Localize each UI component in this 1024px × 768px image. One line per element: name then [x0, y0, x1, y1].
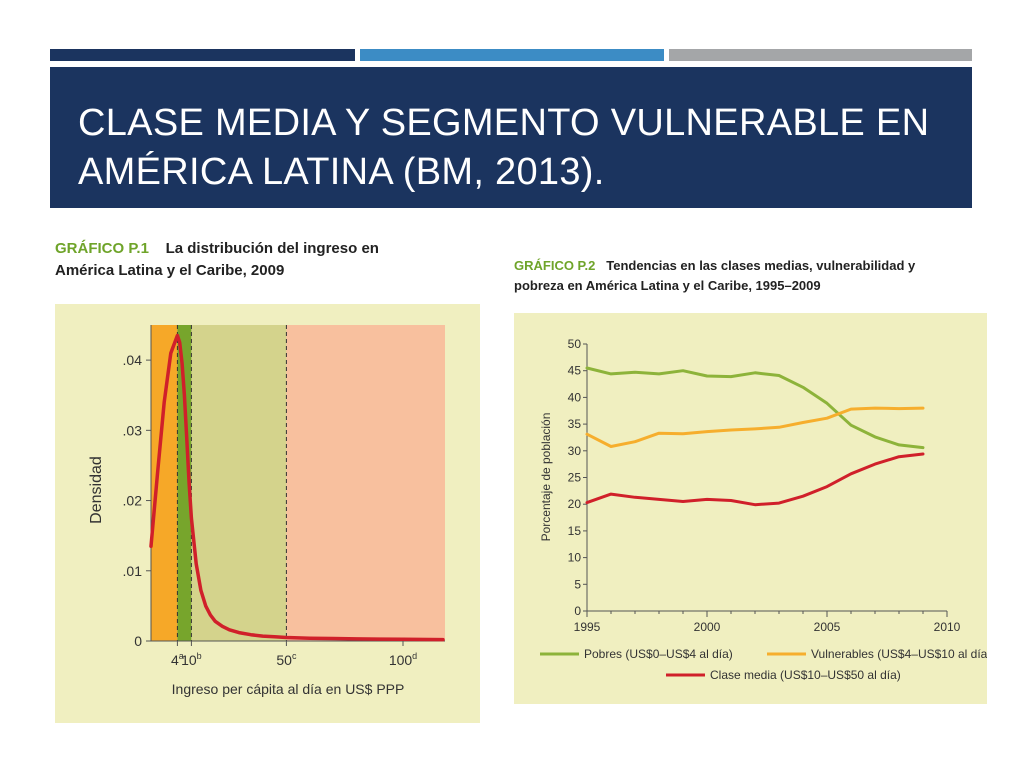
chart2-panel-bg — [514, 313, 987, 704]
chart1-ytick-label: .02 — [123, 493, 143, 509]
accent-bar-blue — [360, 49, 664, 61]
chart2-caption-line-1: GRÁFICO P.2 Tendencias en las clases med… — [514, 258, 915, 273]
chart1-ytick-label: .04 — [123, 352, 143, 368]
slide-title-line-1: CLASE MEDIA Y SEGMENTO VULNERABLE EN — [78, 102, 930, 144]
accent-bar-gray — [669, 49, 972, 61]
chart2-xtick-label: 2000 — [694, 620, 721, 634]
chart2-ytick-label: 30 — [568, 444, 582, 458]
chart1-title-1: La distribución del ingreso en — [165, 240, 379, 257]
chart2-xtick-label: 1995 — [574, 620, 601, 634]
chart2-svg: 0 5 10 15 20 25 30 35 40 45 50 1995 2000 2005 2010 Porc… — [514, 313, 991, 704]
chart2-ytick-label: 15 — [568, 524, 582, 538]
chart2-ytick-label: 5 — [574, 577, 581, 591]
chart1-y-axis-label: Densidad — [88, 456, 105, 524]
chart2-ytick-label: 45 — [568, 364, 582, 378]
chart2-ytick-label: 10 — [568, 551, 582, 565]
chart1-label: GRÁFICO P.1 — [55, 240, 149, 257]
chart2-series-line-1 — [585, 406, 925, 448]
chart2-legend-label: Pobres (US$0–US$4 al día) — [584, 647, 733, 661]
chart1-band-1 — [177, 325, 192, 641]
chart1-xtick-label: 50c — [276, 651, 297, 668]
chart1-title-2: América Latina y el Caribe, 2009 — [55, 262, 285, 279]
chart1-band-2 — [191, 325, 287, 641]
chart2-xtick-label: 2005 — [814, 620, 841, 634]
chart2-label: GRÁFICO P.2 — [514, 258, 596, 273]
slide-title-line-2: AMÉRICA LATINA (BM, 2013). — [78, 151, 605, 193]
chart2-ytick-label: 35 — [568, 417, 582, 431]
chart1-ytick-label: .01 — [123, 563, 143, 579]
chart1-xtick-label: 10b — [181, 651, 202, 668]
chart2-legend-label: Vulnerables (US$4–US$10 al día) — [811, 647, 987, 661]
chart1-band-3 — [286, 325, 445, 641]
chart1-xtick-superscript: c — [292, 651, 297, 661]
chart1-x-axis-label: Ingreso per cápita al día en US$ PPP — [172, 681, 405, 697]
chart2-ytick-label: 0 — [574, 604, 581, 618]
chart2-ytick-label: 40 — [568, 390, 582, 404]
chart2-xtick-label: 2010 — [934, 620, 961, 634]
chart2-ytick-label: 50 — [568, 337, 582, 351]
chart1-xtick-label: 100d — [389, 651, 417, 668]
chart2-series-line-2 — [585, 452, 925, 507]
chart2-y-axis-label: Porcentaje de población — [539, 413, 553, 542]
chart1-density-line — [149, 333, 445, 642]
chart2-ytick-label: 25 — [568, 471, 582, 485]
chart2-title-1: Tendencias en las clases medias, vulnera… — [606, 258, 916, 273]
chart2-title-2: pobreza en América Latina y el Caribe, 1… — [514, 278, 821, 293]
chart1-ytick-label: .03 — [123, 422, 143, 438]
title-banner: CLASE MEDIA Y SEGMENTO VULNERABLE EN AMÉ… — [50, 67, 972, 208]
chart1-container: 0.01.02.03.04 4a 10b 50c 100d Ingreso per cáp… — [55, 304, 480, 728]
chart1-xtick-superscript: b — [197, 651, 202, 661]
accent-bar-navy — [50, 49, 355, 61]
chart1-xtick-superscript: a — [179, 651, 184, 661]
chart2-ytick-label: 20 — [568, 497, 582, 511]
chart2-legend-label: Clase media (US$10–US$50 al día) — [710, 668, 901, 682]
chart2-series-line-0 — [585, 366, 925, 450]
chart1-xtick-superscript: d — [412, 651, 417, 661]
chart2-container: 0 5 10 15 20 25 30 35 40 45 50 1995 2000 2005 2010 Porc… — [514, 313, 991, 709]
chart1-ytick-label: 0 — [134, 633, 142, 649]
chart1-caption-line-1: GRÁFICO P.1 La distribución del ingreso … — [55, 240, 379, 257]
